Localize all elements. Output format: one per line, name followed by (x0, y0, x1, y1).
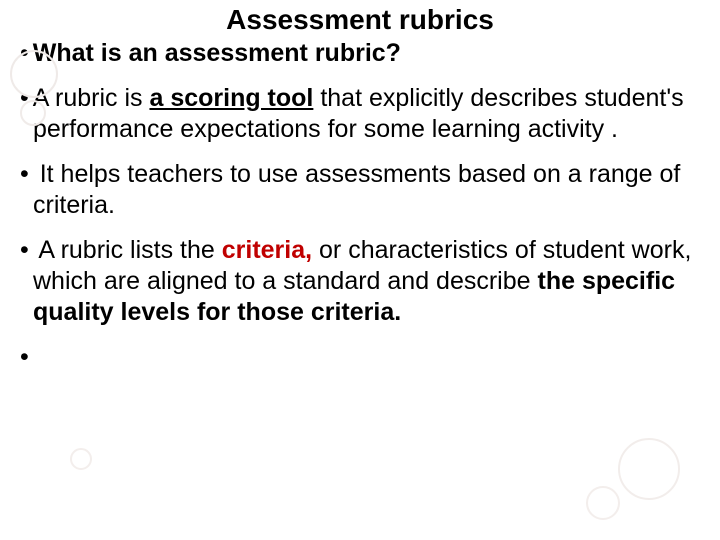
decorative-circle (70, 448, 92, 470)
decorative-circle (618, 438, 680, 500)
bullet-text-emphasis: a scoring tool (149, 84, 313, 112)
decorative-circle (20, 100, 46, 126)
bullet-text: A rubric lists the (33, 236, 222, 264)
bullet-item: •What is an assessment rubric? (20, 38, 698, 69)
bullet-text: It helps teachers to use assessments bas… (33, 160, 681, 219)
decorative-circle (586, 486, 620, 520)
bullet-item: • A rubric lists the criteria, or charac… (20, 235, 698, 328)
bullet-dot-icon: • (20, 160, 29, 188)
bullet-dot-icon: • (20, 236, 29, 264)
bullet-dot-icon: • (20, 343, 29, 371)
bullet-item: • It helps teachers to use assessments b… (20, 159, 698, 221)
slide: Assessment rubrics •What is an assessmen… (0, 0, 720, 540)
bullet-item: •A rubric is a scoring tool that explici… (20, 83, 698, 145)
slide-title: Assessment rubrics (18, 0, 702, 36)
bullet-text: What is an assessment rubric? (33, 39, 401, 67)
bullet-text-emphasis: criteria, (222, 236, 312, 264)
bullet-list: •What is an assessment rubric? •A rubric… (18, 38, 702, 373)
bullet-item: • (20, 342, 698, 373)
decorative-circle (10, 50, 58, 98)
